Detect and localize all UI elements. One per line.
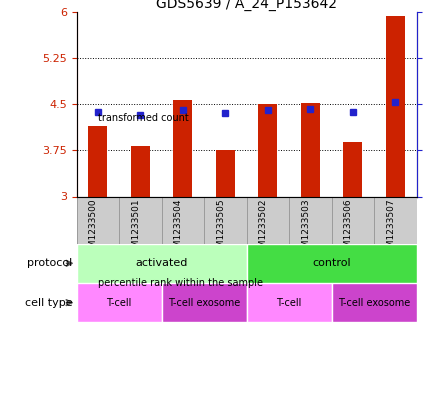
Bar <box>131 146 150 196</box>
Text: protocol: protocol <box>27 258 72 268</box>
Bar <box>173 100 192 196</box>
Bar <box>246 283 332 322</box>
Text: GSM1233502: GSM1233502 <box>259 199 268 259</box>
Text: T-cell exosome: T-cell exosome <box>168 298 240 308</box>
Bar <box>76 244 246 283</box>
Text: GSM1233507: GSM1233507 <box>386 199 395 259</box>
Text: percentile rank within the sample: percentile rank within the sample <box>98 278 263 288</box>
Text: GSM1233500: GSM1233500 <box>89 199 98 259</box>
Title: GDS5639 / A_24_P153642: GDS5639 / A_24_P153642 <box>156 0 337 11</box>
Bar <box>343 142 362 196</box>
Text: T-cell: T-cell <box>276 298 302 308</box>
Text: T-cell exosome: T-cell exosome <box>338 298 410 308</box>
Text: control: control <box>312 258 351 268</box>
Bar <box>386 16 405 196</box>
Text: GSM1233505: GSM1233505 <box>216 199 225 259</box>
Text: activated: activated <box>135 258 188 268</box>
Bar <box>88 126 107 196</box>
Bar <box>258 104 277 196</box>
Text: GSM1233503: GSM1233503 <box>301 199 310 259</box>
Text: GSM1233504: GSM1233504 <box>174 199 183 259</box>
Bar <box>332 283 416 322</box>
Bar <box>215 150 235 196</box>
Text: T-cell: T-cell <box>106 298 132 308</box>
Text: cell type: cell type <box>25 298 72 308</box>
Bar <box>300 103 320 196</box>
Text: transformed count: transformed count <box>98 113 189 123</box>
Bar <box>76 283 162 322</box>
Text: GSM1233501: GSM1233501 <box>131 199 140 259</box>
Text: GSM1233506: GSM1233506 <box>344 199 353 259</box>
Bar <box>162 283 246 322</box>
Bar <box>246 244 416 283</box>
